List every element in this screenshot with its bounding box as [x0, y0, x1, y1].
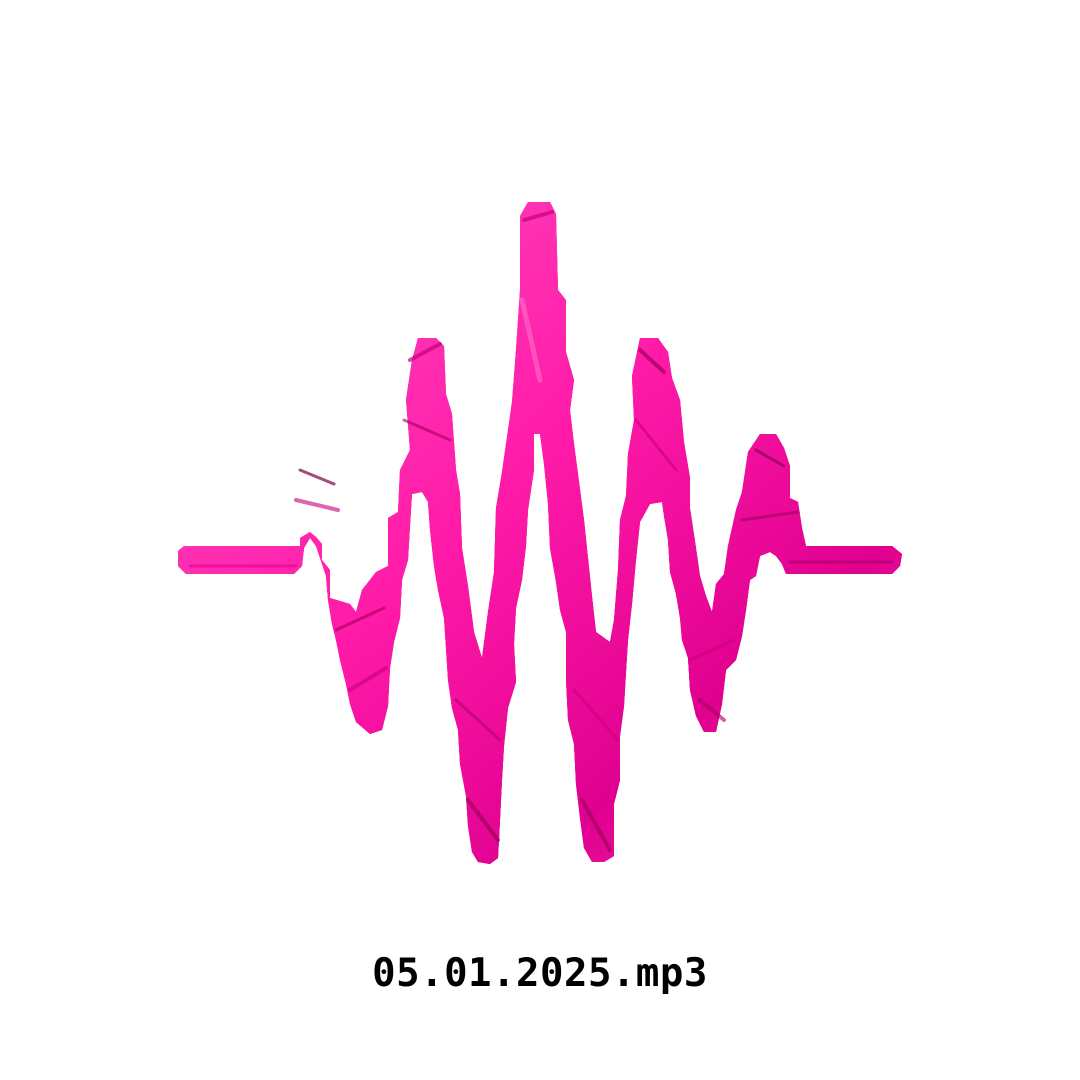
waveform-shape: [178, 202, 902, 864]
waveform-texture: [188, 210, 894, 852]
file-name-label: 05.01.2025.mp3: [372, 951, 708, 996]
